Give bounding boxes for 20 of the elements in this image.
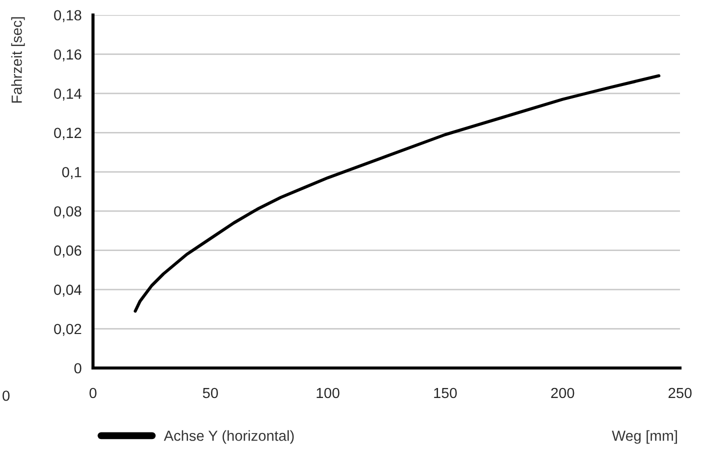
- x-tick-label: 0: [90, 388, 96, 398]
- y-tick-label: 0,02: [54, 324, 82, 336]
- y-tick-label: 0,12: [54, 128, 82, 140]
- x-tick-label: 150: [434, 388, 457, 398]
- y-tick-label: 0,08: [54, 206, 82, 218]
- line-series: [134, 74, 660, 313]
- x-tick-label: 100: [316, 388, 340, 398]
- y-axis-title: Fahrzeit [sec]: [11, 17, 25, 103]
- y-tick-label: 0,1: [62, 166, 82, 180]
- y-tick-label: 0,06: [54, 245, 82, 258]
- y-tick-label: 0,18: [54, 10, 82, 22]
- legend-label: Achse Y (horizontal): [164, 430, 294, 444]
- x-tick-label: 200: [551, 388, 574, 398]
- x-axis-title: Weg [mm]: [612, 430, 677, 444]
- x-tick-label: 250: [668, 388, 692, 398]
- y-tick-label: 0,14: [54, 88, 82, 101]
- y-tick-label: 0,16: [54, 49, 82, 62]
- y-tick-label: 0: [74, 363, 82, 374]
- x-tick-label: 50: [202, 388, 218, 398]
- y-tick-label: 0,04: [54, 284, 82, 297]
